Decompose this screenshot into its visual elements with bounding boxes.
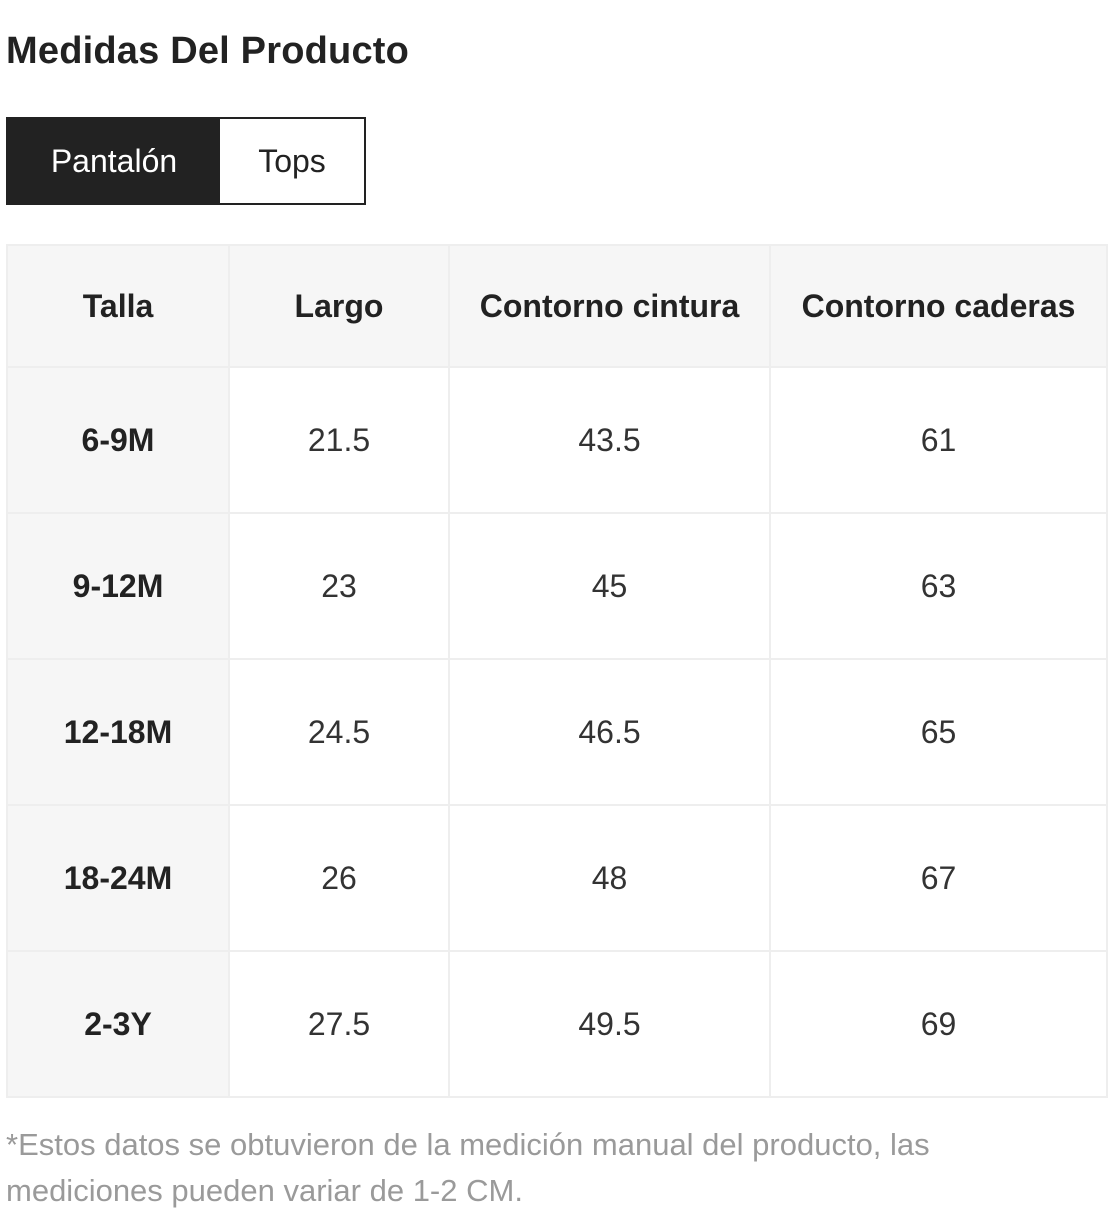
table-row: 18-24M 26 48 67 (6, 804, 1108, 952)
caderas-cell: 65 (769, 658, 1108, 806)
caderas-cell: 67 (769, 804, 1108, 952)
tab-tops[interactable]: Tops (220, 119, 364, 203)
measurement-disclaimer: *Estos datos se obtuvieron de la medició… (6, 1127, 930, 1208)
size-cell: 12-18M (6, 658, 230, 806)
largo-cell: 26 (228, 804, 450, 952)
column-header-contorno-cintura: Contorno cintura (448, 244, 771, 368)
tab-pantalon[interactable]: Pantalón (8, 119, 220, 203)
size-cell: 9-12M (6, 512, 230, 660)
table-row: 9-12M 23 45 63 (6, 512, 1108, 660)
table-row: 2-3Y 27.5 49.5 69 (6, 950, 1108, 1098)
tab-bar: Pantalón Tops (6, 117, 366, 205)
caderas-cell: 63 (769, 512, 1108, 660)
page-title: Medidas Del Producto (6, 30, 410, 72)
cintura-cell: 48 (448, 804, 771, 952)
table-row: 6-9M 21.5 43.5 61 (6, 366, 1108, 514)
caderas-cell: 69 (769, 950, 1108, 1098)
caderas-cell: 61 (769, 366, 1108, 514)
size-cell: 18-24M (6, 804, 230, 952)
largo-cell: 24.5 (228, 658, 450, 806)
table-row: 12-18M 24.5 46.5 65 (6, 658, 1108, 806)
largo-cell: 23 (228, 512, 450, 660)
column-header-largo: Largo (228, 244, 450, 368)
size-cell: 6-9M (6, 366, 230, 514)
cintura-cell: 43.5 (448, 366, 771, 514)
size-table: Talla Largo Contorno cintura Contorno ca… (6, 244, 1108, 1098)
largo-cell: 27.5 (228, 950, 450, 1098)
column-header-talla: Talla (6, 244, 230, 368)
largo-cell: 21.5 (228, 366, 450, 514)
cintura-cell: 45 (448, 512, 771, 660)
cintura-cell: 46.5 (448, 658, 771, 806)
cintura-cell: 49.5 (448, 950, 771, 1098)
column-header-contorno-caderas: Contorno caderas (769, 244, 1108, 368)
table-header-row: Talla Largo Contorno cintura Contorno ca… (6, 244, 1108, 368)
size-cell: 2-3Y (6, 950, 230, 1098)
